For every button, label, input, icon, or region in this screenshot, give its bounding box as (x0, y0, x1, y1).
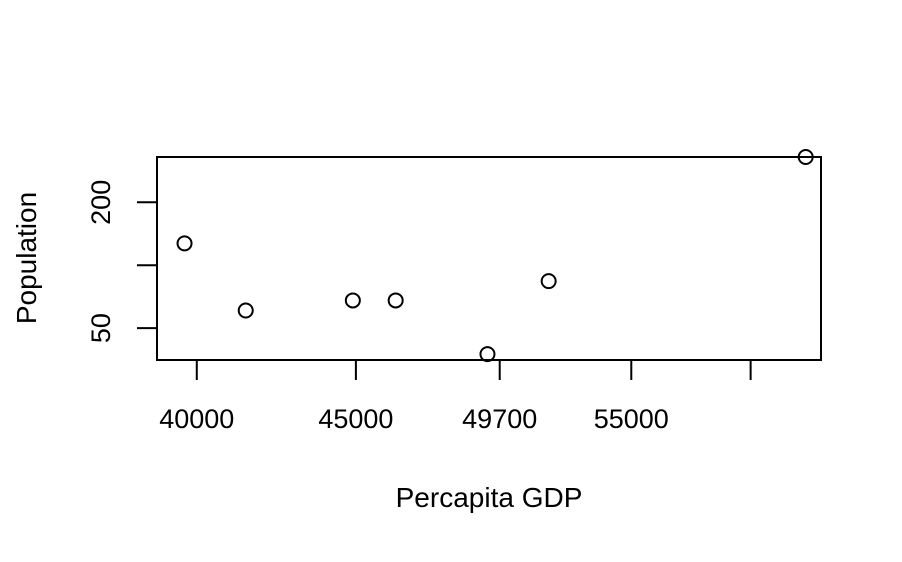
y-tick-label: 50 (86, 313, 116, 343)
data-point (479, 346, 496, 363)
data-points (176, 149, 814, 363)
x-axis: 40000 45000 49700 55000 (159, 359, 752, 434)
data-point (176, 235, 193, 252)
data-point (797, 149, 814, 165)
data-point (344, 292, 361, 309)
plot-frame (156, 156, 822, 361)
y-axis-title: Population (11, 192, 42, 324)
data-point (237, 302, 254, 319)
x-tick-label: 45000 (318, 404, 393, 434)
x-tick-label: 40000 (159, 404, 234, 434)
x-tick-label: 49700 (462, 404, 537, 434)
data-point (387, 292, 404, 309)
x-tick-label: 55000 (594, 404, 669, 434)
data-point (540, 273, 557, 290)
y-tick-label: 200 (86, 180, 116, 225)
x-axis-title: Percapita GDP (396, 482, 583, 513)
y-axis: 50 200 (86, 180, 158, 343)
